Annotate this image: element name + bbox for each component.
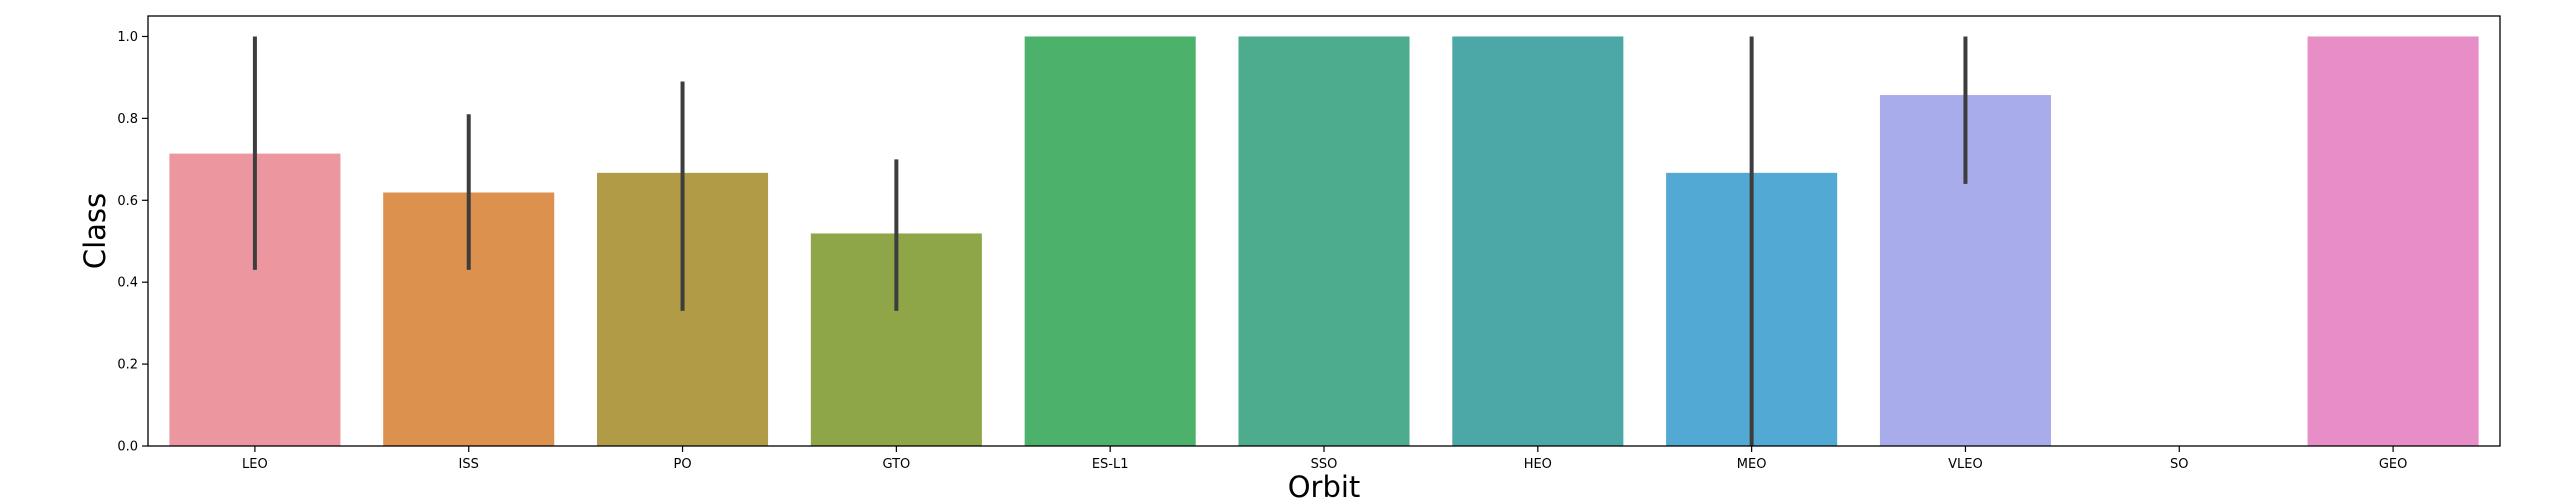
y-axis-label: Class bbox=[78, 193, 112, 269]
y-tick-label-1-0: 1.0 bbox=[117, 30, 138, 45]
x-tick-label-po: PO bbox=[674, 457, 692, 472]
error-bars-group bbox=[252, 36, 1968, 446]
x-tick-label-iss: ISS bbox=[459, 457, 479, 472]
x-tick-label-meo: MEO bbox=[1737, 457, 1767, 472]
y-tick-label-0-8: 0.8 bbox=[117, 112, 138, 127]
x-axis-label: Orbit bbox=[1288, 470, 1361, 500]
x-tick-label-gto: GTO bbox=[882, 457, 910, 472]
y-axis-ticks: 0.0 0.2 0.4 0.6 0.8 1.0 bbox=[117, 30, 148, 455]
bars-group bbox=[169, 36, 2479, 447]
bar-heo bbox=[1452, 36, 1624, 446]
y-tick-label-0-6: 0.6 bbox=[117, 194, 138, 209]
x-tick-label-es-l1: ES-L1 bbox=[1092, 457, 1129, 472]
y-tick-label-0-0: 0.0 bbox=[117, 440, 138, 455]
bar-es-l1 bbox=[1024, 36, 1196, 446]
x-tick-label-heo: HEO bbox=[1524, 457, 1552, 472]
x-tick-label-leo: LEO bbox=[242, 457, 268, 472]
y-tick-label-0-4: 0.4 bbox=[117, 276, 138, 291]
x-tick-label-sso: SSO bbox=[1311, 457, 1338, 472]
x-tick-label-geo: GEO bbox=[2379, 457, 2408, 472]
bar-geo bbox=[2307, 36, 2479, 446]
x-tick-label-vleo: VLEO bbox=[1948, 457, 1983, 472]
bar-sso bbox=[1238, 36, 1410, 446]
x-axis-ticks: LEO ISS PO GTO ES-L1 SSO HEO MEO VLEO SO GEO bbox=[242, 446, 2407, 472]
x-tick-label-so: SO bbox=[2170, 457, 2188, 472]
y-tick-label-0-2: 0.2 bbox=[117, 358, 138, 373]
